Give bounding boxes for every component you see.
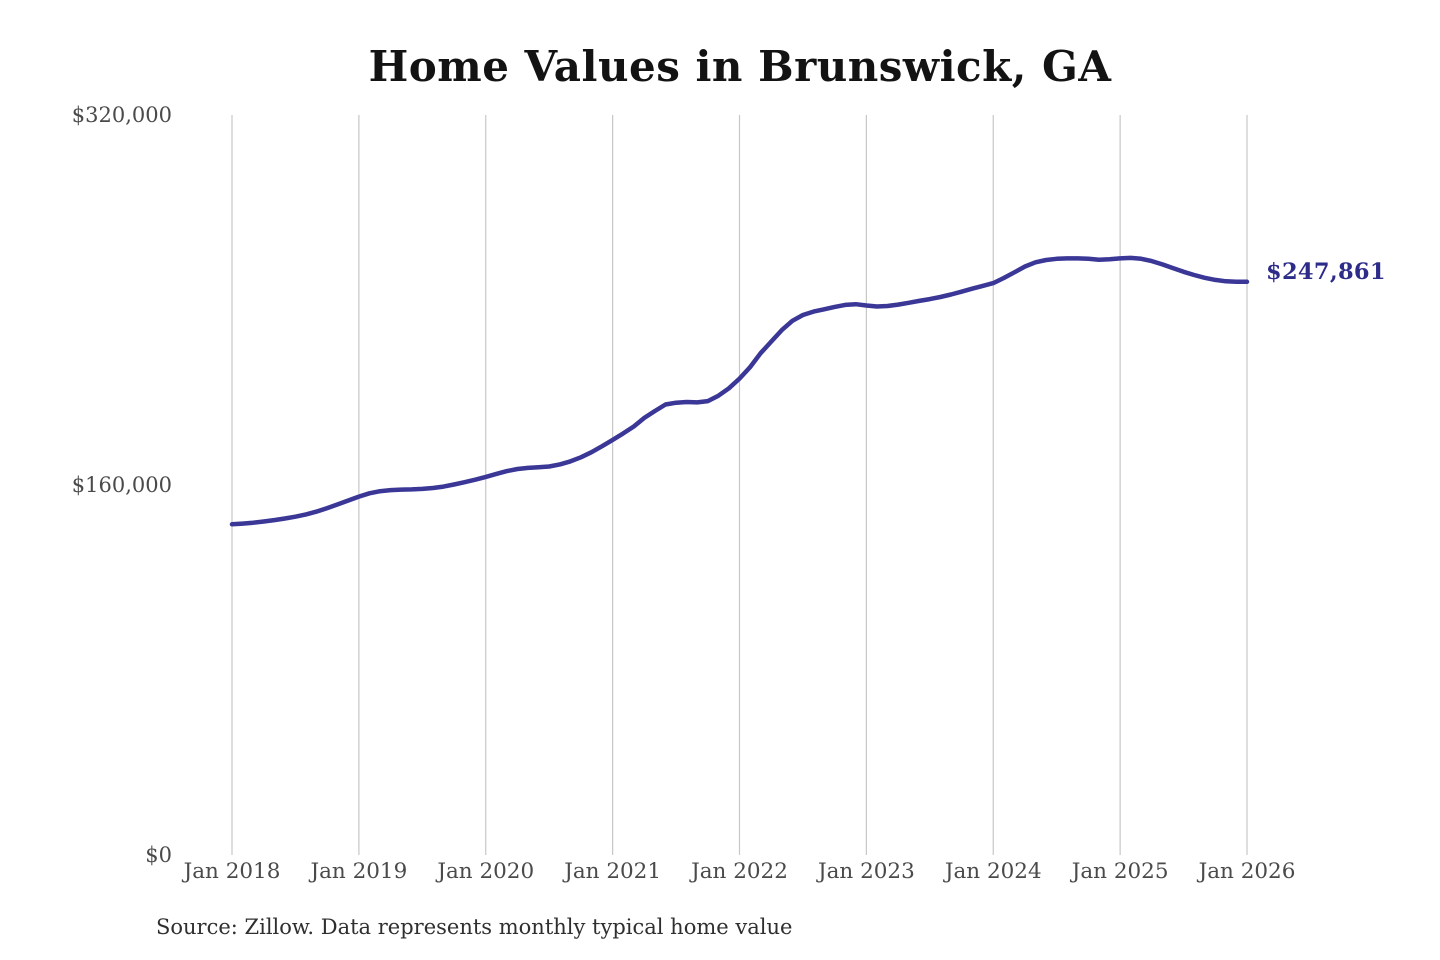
- x-tick-label-jan-2022: Jan 2022: [691, 859, 788, 884]
- x-tick-label-jan-2019: Jan 2019: [310, 859, 408, 884]
- y-axis-tick-0: $0: [145, 843, 172, 867]
- source-note: Source: Zillow. Data represents monthly …: [156, 915, 793, 939]
- y-axis-tick-320000: $320,000: [71, 103, 172, 127]
- x-tick-label-jan-2025: Jan 2025: [1071, 859, 1169, 884]
- home-value-line: [229, 255, 1250, 527]
- x-tick-label-jan-2023: Jan 2023: [817, 859, 915, 884]
- y-axis-tick-160000: $160,000: [71, 473, 172, 497]
- x-tick-label-jan-2026: Jan 2026: [1198, 859, 1296, 884]
- chart-title: Home Values in Brunswick, GA: [368, 42, 1112, 91]
- x-tick-label-jan-2020: Jan 2020: [437, 859, 535, 884]
- current-value-label: $247,861: [1266, 259, 1386, 285]
- x-tick-label-jan-2024: Jan 2024: [944, 859, 1042, 884]
- x-tick-label-jan-2021: Jan 2021: [564, 859, 662, 884]
- x-tick-label-jan-2018: Jan 2018: [183, 859, 281, 884]
